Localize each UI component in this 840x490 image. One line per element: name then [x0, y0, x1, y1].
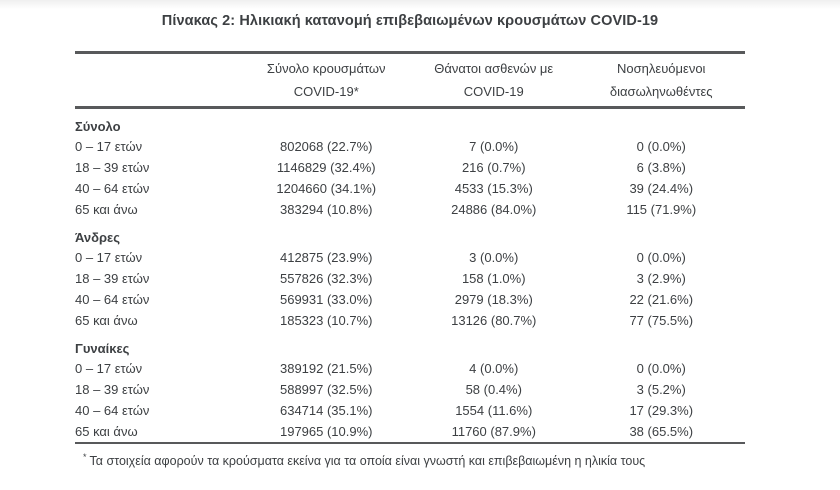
empty-cell — [578, 331, 746, 358]
age-label-cell: 0 – 17 ετών — [75, 361, 143, 376]
table-row: 18 – 39 ετών 588997 (32.5%) 58 (0.4%) 3 (5.… — [75, 379, 745, 400]
col-header-total-cases: Σύνολο κρουσμάτων COVID-19* — [243, 53, 411, 108]
table-row: 0 – 17 ετών 802068 (22.7%) 7 (0.0%) 0 (0.0%… — [75, 136, 745, 157]
deaths-cell: 7 (0.0%) — [469, 139, 519, 154]
deaths-cell: 13126 (80.7%) — [451, 313, 537, 328]
deaths-cell: 216 (0.7%) — [461, 160, 526, 175]
deaths-cell: 4533 (15.3%) — [454, 181, 533, 196]
age-label-cell: 65 και άνω — [75, 313, 138, 328]
table-title: Πίνακας 2: Ηλικιακή κατανομή επιβεβαιωμέ… — [161, 13, 659, 29]
deaths-cell: 24886 (84.0%) — [451, 202, 537, 217]
empty-cell — [243, 220, 411, 247]
age-label-cell: 40 – 64 ετών — [75, 292, 150, 307]
empty-cell — [578, 220, 746, 247]
cases-cell: 802068 (22.7%) — [279, 139, 373, 154]
cases-cell: 569931 (33.0%) — [279, 292, 373, 307]
section-label: Γυναίκες — [75, 341, 130, 356]
table-header: Σύνολο κρουσμάτων COVID-19* Θάνατοι ασθε… — [75, 52, 745, 108]
table-row: 65 και άνω 383294 (10.8%) 24886 (84.0%) 115… — [75, 199, 745, 220]
age-distribution-table: Σύνολο κρουσμάτων COVID-19* Θάνατοι ασθε… — [75, 51, 745, 444]
cases-cell: 557826 (32.3%) — [279, 271, 373, 286]
intubated-cell: 38 (65.5%) — [629, 424, 694, 439]
section-header-row: Άνδρες — [75, 220, 745, 247]
header-row: Σύνολο κρουσμάτων COVID-19* Θάνατοι ασθε… — [75, 53, 745, 108]
section-header-row: Σύνολο — [75, 108, 745, 137]
footnote-text: Τα στοιχεία αφορούν τα κρούσματα εκείνα … — [89, 454, 646, 469]
intubated-cell: 3 (2.9%) — [636, 271, 686, 286]
empty-cell — [410, 220, 578, 247]
cases-cell: 1146829 (32.4%) — [276, 160, 376, 175]
deaths-cell: 1554 (11.6%) — [455, 403, 533, 418]
deaths-cell: 58 (0.4%) — [465, 382, 522, 397]
age-label-cell: 18 – 39 ετών — [75, 160, 150, 175]
col-header-line: COVID-19 — [463, 84, 524, 99]
section-label: Σύνολο — [75, 119, 121, 134]
intubated-cell: 39 (24.4%) — [629, 181, 694, 196]
cases-cell: 412875 (23.9%) — [279, 250, 373, 265]
deaths-cell: 4 (0.0%) — [469, 361, 519, 376]
intubated-cell: 77 (75.5%) — [629, 313, 694, 328]
empty-header-cell — [75, 53, 243, 108]
intubated-cell: 0 (0.0%) — [636, 361, 686, 376]
col-header-line: διασωληνωθέντες — [609, 84, 713, 99]
intubated-cell: 3 (5.2%) — [636, 382, 686, 397]
age-label-cell: 18 – 39 ετών — [75, 382, 150, 397]
deaths-cell: 11760 (87.9%) — [451, 424, 536, 439]
col-header-line: Θάνατοι ασθενών με — [434, 61, 554, 76]
footnote-marker: * — [83, 452, 87, 462]
cases-cell: 588997 (32.5%) — [279, 382, 373, 397]
age-label-cell: 0 – 17 ετών — [75, 139, 143, 154]
age-label-cell: 40 – 64 ετών — [75, 403, 150, 418]
section-label: Άνδρες — [75, 230, 120, 245]
age-label-cell: 40 – 64 ετών — [75, 181, 150, 196]
table-row: 40 – 64 ετών 569931 (33.0%) 2979 (18.3%) 22… — [75, 289, 745, 310]
cases-cell: 634714 (35.1%) — [279, 403, 373, 418]
age-label-cell: 65 και άνω — [75, 424, 138, 439]
deaths-cell: 3 (0.0%) — [469, 250, 519, 265]
age-label-cell: 0 – 17 ετών — [75, 250, 143, 265]
footnote: * Τα στοιχεία αφορούν τα κρούσματα εκείνα… — [75, 449, 745, 469]
table-body: Σύνολο 0 – 17 ετών 802068 (22.7%) 7 (0.0%) 0… — [75, 108, 745, 443]
col-header-line: COVID-19* — [293, 84, 359, 99]
table-row: 0 – 17 ετών 389192 (21.5%) 4 (0.0%) 0 (0.0%… — [75, 358, 745, 379]
intubated-cell: 6 (3.8%) — [636, 160, 686, 175]
table-row: 18 – 39 ετών 557826 (32.3%) 158 (1.0%) 3 (2… — [75, 268, 745, 289]
col-header-deaths: Θάνατοι ασθενών με COVID-19 — [410, 53, 578, 108]
section-header-row: Γυναίκες — [75, 331, 745, 358]
cases-cell: 1204660 (34.1%) — [276, 181, 377, 196]
empty-cell — [410, 331, 578, 358]
age-label-cell: 65 και άνω — [75, 202, 138, 217]
intubated-cell: 17 (29.3%) — [629, 403, 694, 418]
cases-cell: 383294 (10.8%) — [279, 202, 373, 217]
table-row: 65 και άνω 197965 (10.9%) 11760 (87.9%) 38 … — [75, 421, 745, 443]
table-row: 0 – 17 ετών 412875 (23.9%) 3 (0.0%) 0 (0.0%… — [75, 247, 745, 268]
intubated-cell: 0 (0.0%) — [636, 250, 686, 265]
empty-cell — [410, 108, 578, 137]
table-row: 40 – 64 ετών 1204660 (34.1%) 4533 (15.3%) 3… — [75, 178, 745, 199]
cases-cell: 389192 (21.5%) — [279, 361, 373, 376]
table-row: 40 – 64 ετών 634714 (35.1%) 1554 (11.6%) 17… — [75, 400, 745, 421]
deaths-cell: 158 (1.0%) — [461, 271, 526, 286]
table-figure: Πίνακας 2: Ηλικιακή κατανομή επιβεβαιωμέ… — [75, 12, 745, 469]
table-row: 18 – 39 ετών 1146829 (32.4%) 216 (0.7%) 6 (… — [75, 157, 745, 178]
empty-cell — [243, 331, 411, 358]
table-row: 65 και άνω 185323 (10.7%) 13126 (80.7%) 77 … — [75, 310, 745, 331]
col-header-line: Σύνολο κρουσμάτων — [266, 61, 386, 76]
intubated-cell: 22 (21.6%) — [629, 292, 694, 307]
age-label-cell: 18 – 39 ετών — [75, 271, 150, 286]
cases-cell: 197965 (10.9%) — [279, 424, 373, 439]
intubated-cell: 115 (71.9%) — [626, 202, 697, 217]
col-header-line: Νοσηλευόμενοι — [617, 61, 706, 76]
deaths-cell: 2979 (18.3%) — [454, 292, 533, 307]
col-header-intubated: Νοσηλευόμενοι διασωληνωθέντες — [578, 53, 746, 108]
empty-cell — [578, 108, 746, 137]
empty-cell — [243, 108, 411, 137]
cases-cell: 185323 (10.7%) — [279, 313, 373, 328]
intubated-cell: 0 (0.0%) — [636, 139, 686, 154]
